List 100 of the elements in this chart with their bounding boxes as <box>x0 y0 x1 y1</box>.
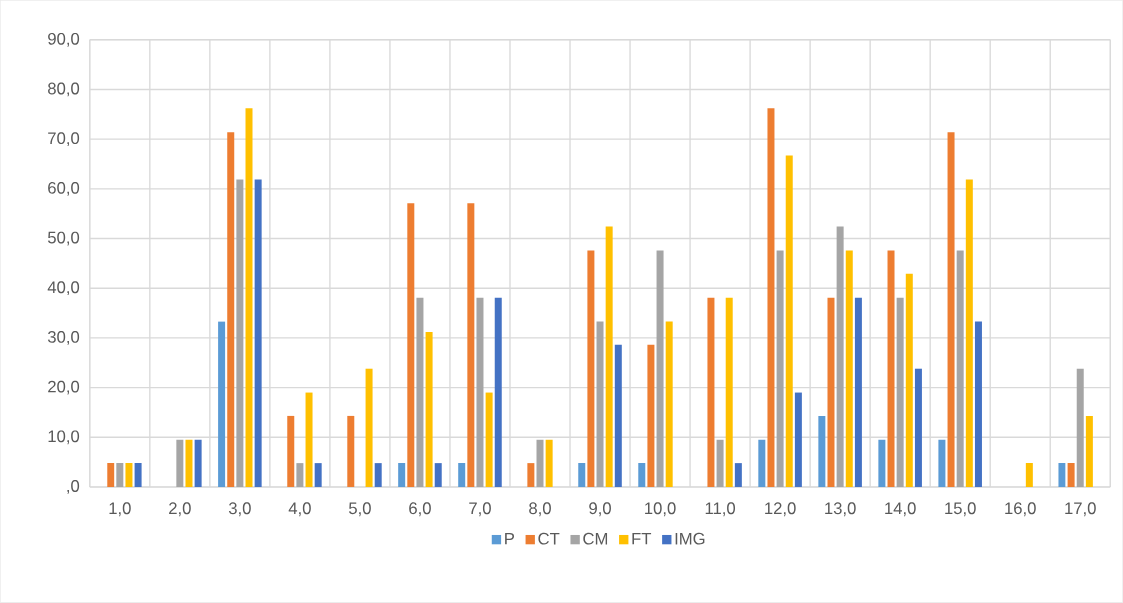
bar <box>725 297 733 488</box>
x-tick-label: 11,0 <box>705 502 736 517</box>
bar <box>1085 416 1093 488</box>
bar <box>605 226 613 488</box>
y-tick-label: 80,0 <box>48 82 80 97</box>
bar <box>398 463 406 488</box>
bar <box>254 179 262 488</box>
bar <box>836 226 844 488</box>
bar <box>878 439 886 488</box>
bar <box>1067 463 1075 488</box>
legend-label: CM <box>583 532 608 545</box>
y-tick-label: 60,0 <box>48 182 80 196</box>
bar <box>827 297 835 488</box>
bar <box>647 344 655 488</box>
bar <box>434 463 442 488</box>
x-tick-label: 14,0 <box>885 502 916 517</box>
y-tick-label: 40,0 <box>47 281 80 296</box>
bar <box>296 463 304 488</box>
bar <box>854 297 862 488</box>
x-tick-label: 6,0 <box>409 502 431 517</box>
legend-label: P <box>505 533 515 545</box>
x-tick-label: 8,0 <box>529 502 551 517</box>
x-tick-label: 5,0 <box>349 502 371 517</box>
x-tick-label: 4,0 <box>288 502 311 517</box>
bar <box>134 463 142 488</box>
bar <box>245 108 253 488</box>
bar <box>1076 368 1084 488</box>
x-tick-label: 17,0 <box>1065 502 1096 517</box>
x-tick-label: 9,0 <box>589 502 611 517</box>
legend-label: IMG <box>675 532 705 545</box>
bar <box>536 439 544 488</box>
bar <box>218 321 226 488</box>
x-tick-label: 13,0 <box>825 502 856 517</box>
bar <box>656 250 664 488</box>
bar <box>896 297 904 488</box>
bar <box>947 132 955 488</box>
bar <box>467 203 475 488</box>
legend-label: CT <box>538 532 560 545</box>
bar <box>794 392 802 488</box>
bar <box>956 250 964 488</box>
x-tick-label: 1,0 <box>109 502 131 517</box>
bar <box>458 463 466 488</box>
bar <box>425 332 433 488</box>
legend-label: FT <box>632 533 652 545</box>
x-tick-label: 2,0 <box>169 502 191 517</box>
bar <box>596 321 604 488</box>
x-tick-label: 16,0 <box>1005 502 1036 517</box>
bar <box>938 439 946 488</box>
bar <box>578 463 586 488</box>
bar <box>734 463 742 488</box>
bar <box>638 463 646 488</box>
x-tick-label: 10,0 <box>645 502 676 517</box>
bar <box>845 250 853 488</box>
bar <box>1058 463 1066 488</box>
bar <box>758 439 766 488</box>
bar <box>476 297 484 488</box>
bar <box>287 416 295 488</box>
bar <box>545 439 553 488</box>
bar <box>374 463 382 488</box>
bar <box>305 392 313 488</box>
y-tick-label: ,0 <box>67 480 80 494</box>
y-tick-label: 50,0 <box>47 231 80 246</box>
bar <box>767 108 775 488</box>
y-tick-label: 70,0 <box>48 132 80 147</box>
bar <box>485 392 493 488</box>
bar <box>185 439 193 488</box>
bar <box>965 179 973 488</box>
x-tick-label: 3,0 <box>228 502 251 517</box>
bar <box>818 416 826 488</box>
bar <box>314 463 322 488</box>
x-tick-label: 15,0 <box>945 502 976 517</box>
bar <box>905 273 913 488</box>
bar <box>347 416 355 488</box>
bar <box>227 132 235 488</box>
bar <box>785 155 793 488</box>
x-tick-label: 12,0 <box>765 502 796 517</box>
bar <box>716 439 724 488</box>
bar <box>665 321 673 488</box>
bar <box>125 463 133 488</box>
bar <box>614 344 622 488</box>
bar <box>887 250 895 488</box>
bar <box>707 297 715 488</box>
bar <box>974 321 982 488</box>
bar <box>494 297 502 488</box>
bar <box>527 463 535 488</box>
bar <box>776 250 784 488</box>
bar <box>194 439 202 488</box>
x-tick-label: 7,0 <box>469 502 491 517</box>
bar <box>236 179 244 488</box>
y-tick-label: 20,0 <box>48 380 80 395</box>
bar <box>407 203 415 488</box>
bar <box>1025 463 1033 488</box>
y-tick-label: 10,0 <box>48 430 80 445</box>
y-tick-label: 90,0 <box>48 33 80 47</box>
bar <box>587 250 595 488</box>
bar <box>176 439 184 488</box>
bar <box>365 368 373 488</box>
bar <box>416 297 424 488</box>
bar <box>914 368 922 488</box>
y-tick-label: 30,0 <box>47 331 80 345</box>
